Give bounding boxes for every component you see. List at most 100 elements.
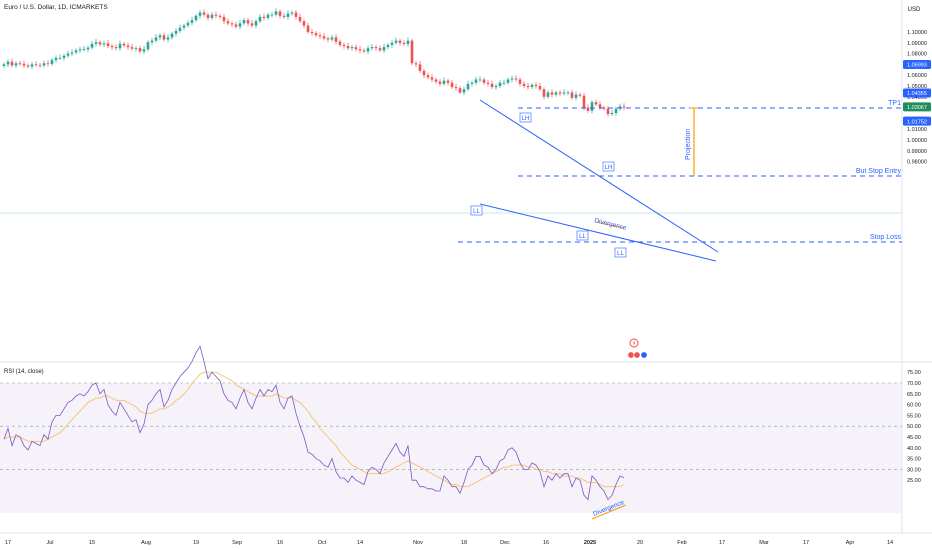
upper-trendline[interactable] (479, 99, 719, 253)
candle-body (318, 35, 322, 37)
candle-body (354, 47, 358, 50)
candle-body (326, 38, 330, 40)
rsi-tick-label: 30.00 (907, 467, 921, 473)
candle-body (94, 42, 98, 44)
candle-body (82, 49, 86, 51)
candle-body (482, 79, 486, 83)
candle-body (70, 52, 74, 54)
candle-body (302, 21, 306, 26)
rsi-tick-label: 70.00 (907, 381, 921, 387)
candle-body (22, 63, 26, 66)
time-axis[interactable]: 17 Jul 15 Aug 19 Sep 16 Oct 14 Nov 18 Dec 16 2025 20 Fe… (5, 540, 893, 546)
candle-body (470, 82, 474, 84)
svg-text:LL: LL (473, 209, 480, 215)
candle-body (606, 108, 610, 115)
price-tick-label: 0.98000 (907, 160, 927, 166)
time-tick-label: Jul (46, 540, 53, 546)
candle-body (262, 16, 266, 18)
candle-body (46, 63, 50, 65)
candle-body (170, 33, 174, 38)
swing-label-lh-1: LH (519, 112, 532, 123)
lower-trendline[interactable] (479, 203, 717, 262)
candle-body (542, 89, 546, 97)
candle-body (278, 11, 282, 16)
candle-body (374, 47, 378, 49)
candle-body (10, 61, 14, 66)
candle-body (486, 82, 490, 84)
rsi-axis[interactable]: 75.00 70.00 65.00 60.00 55.00 50.00 45.00 40.00… (907, 370, 921, 484)
candle-body (614, 108, 618, 113)
candle-body (18, 63, 22, 65)
stop-loss-label: Stop Loss (870, 234, 902, 241)
candle-body (610, 113, 614, 115)
candle-body (362, 50, 366, 52)
flag-icon-us[interactable] (633, 351, 641, 359)
candle-body (506, 79, 510, 83)
candle-body (206, 14, 210, 18)
rsi-line (3, 345, 625, 501)
price-badges: 1.06993 1.04355 1.03067 1.01752 (903, 59, 931, 126)
candle-body (498, 82, 502, 86)
tp1-label: TP1 (888, 100, 901, 107)
candle-body (186, 22, 190, 26)
rsi-tick-label: 65.00 (907, 392, 921, 398)
candle-body (242, 20, 246, 24)
rsi-tick-label: 60.00 (907, 403, 921, 409)
candle-body (530, 84, 534, 88)
candle-body (534, 84, 538, 86)
candle-body (286, 13, 290, 17)
candle-body (146, 42, 150, 50)
candle-body (258, 16, 262, 22)
rsi-tick-label: 25.00 (907, 478, 921, 484)
candle-body (450, 82, 454, 88)
candle-body (430, 77, 434, 80)
price-tick-label: 1.05000 (907, 84, 927, 90)
candle-body (270, 14, 274, 16)
candle-body (598, 104, 602, 108)
rsi-title[interactable]: RSI (14, close) (4, 369, 44, 375)
price-axis[interactable]: 1.100001.090001.080001.070001.060001.050… (907, 30, 927, 166)
candle-body (58, 57, 62, 59)
time-tick-label: 17 (803, 540, 809, 546)
currency-label[interactable]: USD (908, 7, 921, 13)
candle-body (386, 44, 390, 48)
candle-body (150, 40, 154, 43)
time-tick-label: 20 (637, 540, 643, 546)
event-icons[interactable] (627, 338, 648, 359)
candle-body (114, 47, 118, 49)
candle-body (330, 37, 334, 40)
candle-body (390, 42, 394, 45)
candle-body (30, 64, 34, 67)
candle-body (90, 43, 94, 48)
symbol-title[interactable]: Euro / U.S. Dollar, 1D, ICMARKETS (4, 4, 108, 11)
rsi-levels (0, 382, 902, 470)
candle-body (474, 79, 478, 83)
news-icon[interactable] (640, 351, 648, 359)
time-tick-label: 17 (5, 540, 11, 546)
candle-body (322, 36, 326, 39)
svg-text:LH: LH (522, 116, 530, 122)
candle-body (458, 88, 462, 93)
candle-body (238, 23, 242, 27)
candle-body (126, 45, 130, 48)
price-divergence-label: Divergence (594, 217, 628, 232)
rsi-band (0, 383, 902, 513)
candle-body (526, 86, 530, 88)
candle-body (462, 89, 466, 93)
flag-icon-eu[interactable] (627, 351, 635, 359)
time-tick-label: 16 (277, 540, 283, 546)
candle-body (570, 92, 574, 98)
candle-body (422, 70, 426, 76)
time-tick-label: Feb (677, 540, 686, 546)
candle-body (454, 87, 458, 89)
candle-body (394, 40, 398, 43)
candle-body (554, 92, 558, 95)
candle-body (202, 12, 206, 15)
candle-body (266, 14, 270, 18)
candle-body (590, 102, 594, 111)
candle-body (162, 35, 166, 40)
candle-body (558, 92, 562, 94)
candle-body (306, 25, 310, 32)
candle-body (138, 48, 142, 52)
